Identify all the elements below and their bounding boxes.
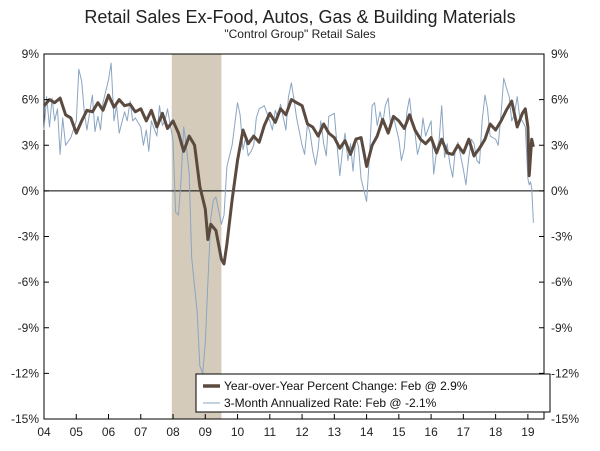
- recession-shading-layer: [171, 54, 222, 419]
- x-tick-label: 12: [295, 425, 309, 439]
- x-tick-label: 10: [231, 425, 245, 439]
- legend: Year-over-Year Percent Change: Feb @ 2.9…: [195, 373, 551, 413]
- chart-title: Retail Sales Ex-Food, Autos, Gas & Build…: [84, 7, 515, 27]
- legend-label-3m: 3-Month Annualized Rate: Feb @ -2.1%: [224, 396, 437, 410]
- x-tick-label: 13: [328, 425, 342, 439]
- x-tick-label: 08: [166, 425, 180, 439]
- x-tick-label: 17: [457, 425, 471, 439]
- legend-label-yoy: Year-over-Year Percent Change: Feb @ 2.9…: [224, 379, 468, 393]
- x-tick-label: 15: [392, 425, 406, 439]
- y-tick-label-right: -12%: [551, 366, 579, 380]
- x-tick-label: 09: [199, 425, 213, 439]
- y-tick-label-right: 0%: [551, 184, 569, 198]
- axes-layer: [43, 53, 545, 420]
- y-tick-label-right: -15%: [551, 412, 579, 426]
- x-tick-label: 05: [70, 425, 84, 439]
- y-tick-label-left: -12%: [11, 366, 39, 380]
- y-tick-label-left: 0%: [22, 184, 40, 198]
- x-tick-label: 19: [521, 425, 535, 439]
- y-tick-label-right: -9%: [551, 321, 573, 335]
- y-tick-label-right: 3%: [551, 138, 569, 152]
- y-tick-label-left: -3%: [18, 230, 40, 244]
- y-tick-label-right: 6%: [551, 93, 569, 107]
- y-tick-label-left: 3%: [22, 138, 40, 152]
- x-tick-label: 04: [37, 425, 51, 439]
- y-tick-label-left: -6%: [18, 275, 40, 289]
- x-tick-label: 16: [424, 425, 438, 439]
- series-line-yoy: [42, 93, 535, 266]
- x-tick-label: 06: [102, 425, 116, 439]
- ticks-layer: 9% 9% 6% 6% 3% 3% 0% 0% -3% -3% -6% -6% -9% -9% -12% -1…: [11, 47, 579, 439]
- y-tick-label-left: -9%: [18, 321, 40, 335]
- recession-band: [171, 54, 222, 419]
- chart-subtitle: "Control Group" Retail Sales: [224, 27, 375, 41]
- series-layer: [42, 62, 535, 374]
- y-tick-label-right: 9%: [551, 47, 569, 61]
- x-tick-label: 18: [489, 425, 503, 439]
- x-tick-label: 07: [134, 425, 148, 439]
- x-tick-label: 11: [264, 425, 277, 439]
- y-tick-label-right: -3%: [551, 230, 573, 244]
- y-tick-label-left: -15%: [11, 412, 39, 426]
- plot-frame: [43, 53, 545, 420]
- legend-box: [195, 373, 551, 413]
- y-tick-label-left: 6%: [22, 93, 40, 107]
- y-tick-label-left: 9%: [22, 47, 40, 61]
- x-tick-label: 14: [360, 425, 374, 439]
- y-tick-label-right: -6%: [551, 275, 573, 289]
